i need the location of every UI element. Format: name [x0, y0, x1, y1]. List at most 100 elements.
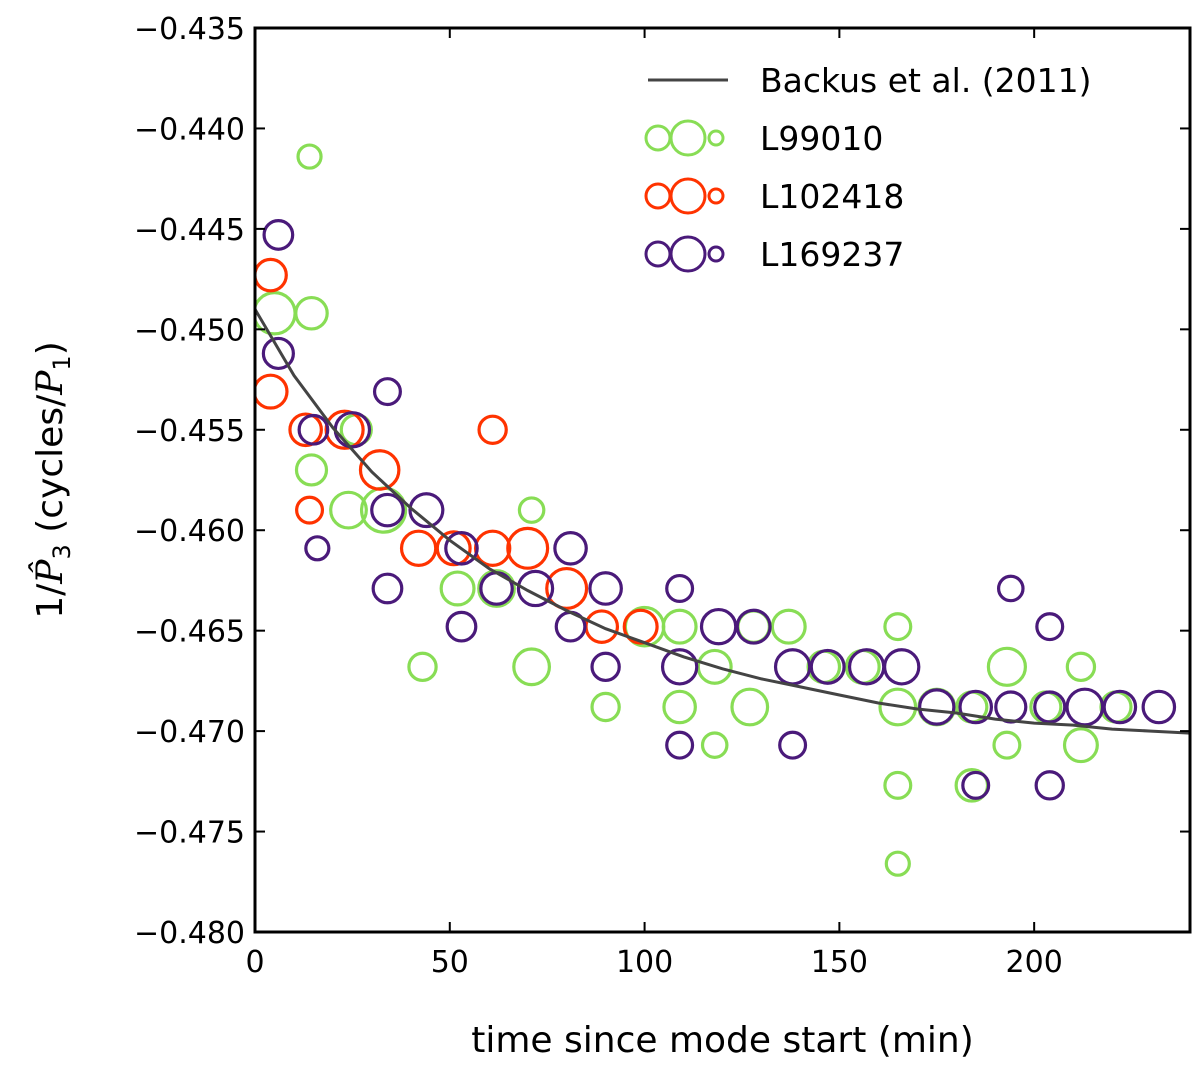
point-L169237-26	[883, 648, 921, 686]
point-L169237-5	[372, 377, 402, 407]
x-tick-label: 0	[245, 945, 264, 980]
point-L169237-15	[588, 571, 623, 606]
plot-frame	[253, 26, 1192, 934]
y-tick-label: −0.435	[134, 12, 245, 47]
point-L102418-10	[506, 526, 550, 570]
point-L169237-32	[1033, 690, 1067, 724]
point-L99010-18	[730, 687, 770, 727]
point-L99010-7	[407, 651, 438, 683]
x-tick-label: 200	[1006, 945, 1063, 980]
point-L169237-31	[996, 574, 1025, 603]
point-L169237-35	[1065, 687, 1105, 727]
point-L99010-14	[661, 608, 698, 645]
point-L169237-37	[1141, 689, 1177, 725]
legend: Backus et al. (2011) L99010 L102418 L169237	[644, 61, 1092, 274]
y-tick-label: −0.475	[134, 816, 245, 851]
point-L99010-23	[883, 612, 913, 642]
point-L99010-24	[878, 687, 918, 727]
legend-marker	[669, 235, 707, 273]
y-axis-title-part: P	[30, 370, 71, 396]
point-L169237-0	[262, 219, 295, 251]
y-axis-title-part: 1/	[30, 583, 71, 619]
point-L102418-5	[358, 449, 401, 491]
y-tick-label: −0.465	[134, 615, 245, 650]
series-L99010	[255, 143, 1133, 877]
point-L99010-3	[294, 453, 329, 487]
point-L169237-21	[735, 608, 772, 645]
point-L169237-8	[408, 492, 445, 529]
x-tick-label: 50	[431, 945, 469, 980]
point-L169237-36	[1102, 689, 1138, 725]
y-tick-label: −0.470	[134, 715, 245, 750]
x-tick-label: 100	[616, 945, 673, 980]
point-L169237-34	[1034, 770, 1065, 801]
point-L169237-29	[961, 770, 991, 800]
point-L169237-9	[444, 531, 479, 566]
point-L102418-1	[255, 373, 289, 410]
point-L99010-26	[884, 850, 911, 877]
point-L169237-18	[665, 573, 695, 603]
model-curve	[255, 308, 1190, 735]
y-axis-title-part: 1	[48, 355, 76, 370]
point-L99010-0	[255, 291, 297, 336]
x-tick-label: 150	[811, 945, 868, 980]
plot-marks	[255, 143, 1190, 877]
legend-label: L99010	[760, 119, 883, 158]
point-L169237-16	[590, 651, 621, 683]
y-axis-title-part: (cycles/	[30, 394, 71, 544]
legend-marker	[644, 124, 672, 152]
point-L102418-6	[399, 529, 438, 568]
point-L169237-27	[918, 688, 956, 726]
point-L99010-34	[1062, 727, 1099, 764]
point-L99010-17	[700, 731, 729, 759]
legend-marker	[669, 177, 707, 215]
point-L102418-9	[477, 414, 508, 445]
point-L169237-10	[445, 610, 478, 643]
point-L169237-19	[665, 730, 695, 760]
point-L99010-9	[477, 569, 516, 608]
point-L102418-7	[435, 530, 472, 567]
point-L169237-6	[370, 492, 405, 528]
legend-label: L169237	[760, 235, 904, 274]
legend-marker	[644, 240, 672, 268]
point-L169237-1	[261, 336, 295, 371]
point-L169237-13	[553, 531, 588, 566]
y-tick-label: −0.455	[134, 414, 245, 449]
point-L99010-30	[986, 646, 1027, 687]
point-L99010-11	[517, 496, 546, 524]
axis-ticks: 0 50 100 150 200 −0.435 −0.440 −0.445 −0.450 −0.4…	[134, 12, 1190, 980]
legend-marker	[707, 129, 725, 147]
point-L99010-31	[992, 730, 1022, 760]
y-tick-label: −0.440	[134, 112, 245, 147]
legend-marker	[669, 119, 707, 157]
y-axis-title-part: P̂	[28, 559, 71, 585]
x-axis-title: time since mode start (min)	[471, 1020, 974, 1061]
legend-marker	[644, 182, 672, 210]
point-L99010-12	[590, 691, 621, 723]
point-L102418-3	[295, 495, 325, 525]
point-L102418-4	[324, 409, 365, 450]
series-L169237	[261, 219, 1177, 801]
point-L169237-24	[809, 648, 846, 685]
point-L169237-17	[660, 648, 699, 686]
y-tick-label: −0.450	[134, 313, 245, 348]
point-L169237-3	[304, 535, 331, 562]
point-L169237-20	[699, 607, 738, 646]
point-L99010-20	[770, 608, 807, 645]
legend-marker	[707, 245, 725, 263]
point-L99010-10	[512, 647, 552, 687]
point-L99010-8	[439, 570, 476, 607]
point-L99010-33	[1065, 651, 1097, 683]
point-L99010-25	[883, 770, 913, 800]
point-L169237-7	[371, 572, 404, 605]
y-axis-title: 1/P̂3 (cycles/P1)	[28, 341, 76, 619]
y-tick-label: −0.445	[134, 213, 245, 248]
y-tick-label: −0.460	[134, 514, 245, 549]
point-L99010-22	[844, 648, 881, 685]
point-L102418-11	[545, 566, 589, 610]
point-L169237-12	[516, 569, 555, 608]
point-L169237-28	[958, 689, 994, 725]
point-L169237-22	[773, 648, 812, 686]
point-L169237-33	[1035, 612, 1065, 642]
